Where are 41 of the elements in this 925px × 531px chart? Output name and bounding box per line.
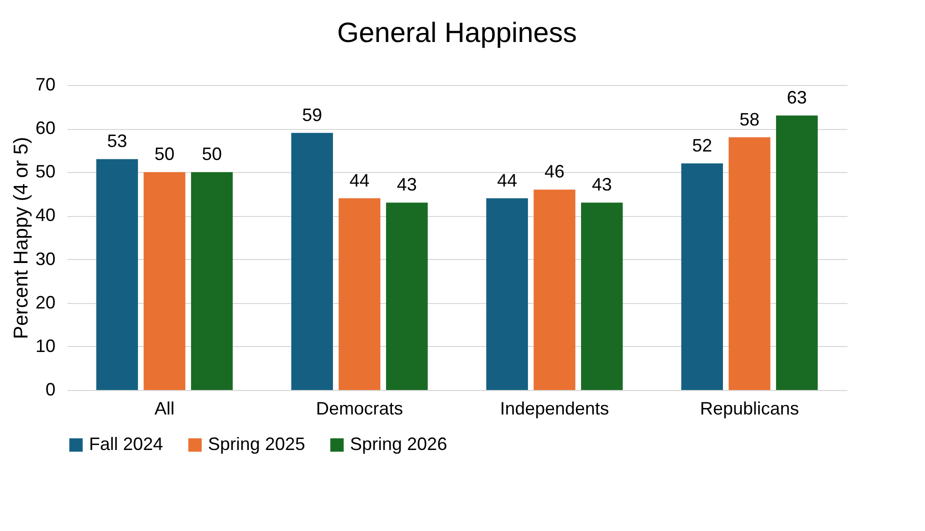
data-label: 43 [592,174,612,195]
data-label: 44 [349,170,370,190]
x-tick-label: Independents [500,398,610,418]
bar [386,202,428,390]
bar [681,163,723,390]
bar [96,159,138,390]
y-tick-label: 40 [35,205,56,226]
x-tick-label: Democrats [316,398,404,418]
y-tick-label: 50 [35,162,56,182]
bar [338,198,380,390]
chart-title: General Happiness [337,17,577,48]
bar [291,132,333,390]
data-label: 44 [497,170,518,190]
data-label: 43 [396,174,417,195]
data-label: 50 [154,144,175,164]
y-tick-label: 20 [35,292,56,312]
y-tick-label: 70 [35,74,56,94]
y-axis-title: Percent Happy (4 or 5) [10,136,32,340]
bar [534,190,576,390]
data-label: 52 [692,135,712,156]
data-label: 58 [739,109,760,130]
bar [486,198,528,390]
x-tick-label: Republicans [700,398,800,418]
bar [776,116,818,390]
data-label: 50 [202,144,222,164]
data-label: 59 [302,104,322,125]
bar [581,202,623,390]
y-tick-label: 60 [35,118,56,138]
data-label: 46 [544,162,565,182]
y-tick-label: 0 [45,380,56,400]
bar [191,172,233,390]
legend-label: Spring 2025 [208,434,306,454]
data-label: 63 [786,88,807,108]
y-tick-label: 10 [35,336,56,356]
legend-label: Spring 2026 [350,434,448,454]
bar [728,137,770,390]
data-label: 53 [107,131,128,152]
y-tick-label: 30 [35,248,56,269]
bar [144,172,186,390]
x-tick-label: All [154,398,175,418]
legend-label: Fall 2024 [89,434,164,454]
